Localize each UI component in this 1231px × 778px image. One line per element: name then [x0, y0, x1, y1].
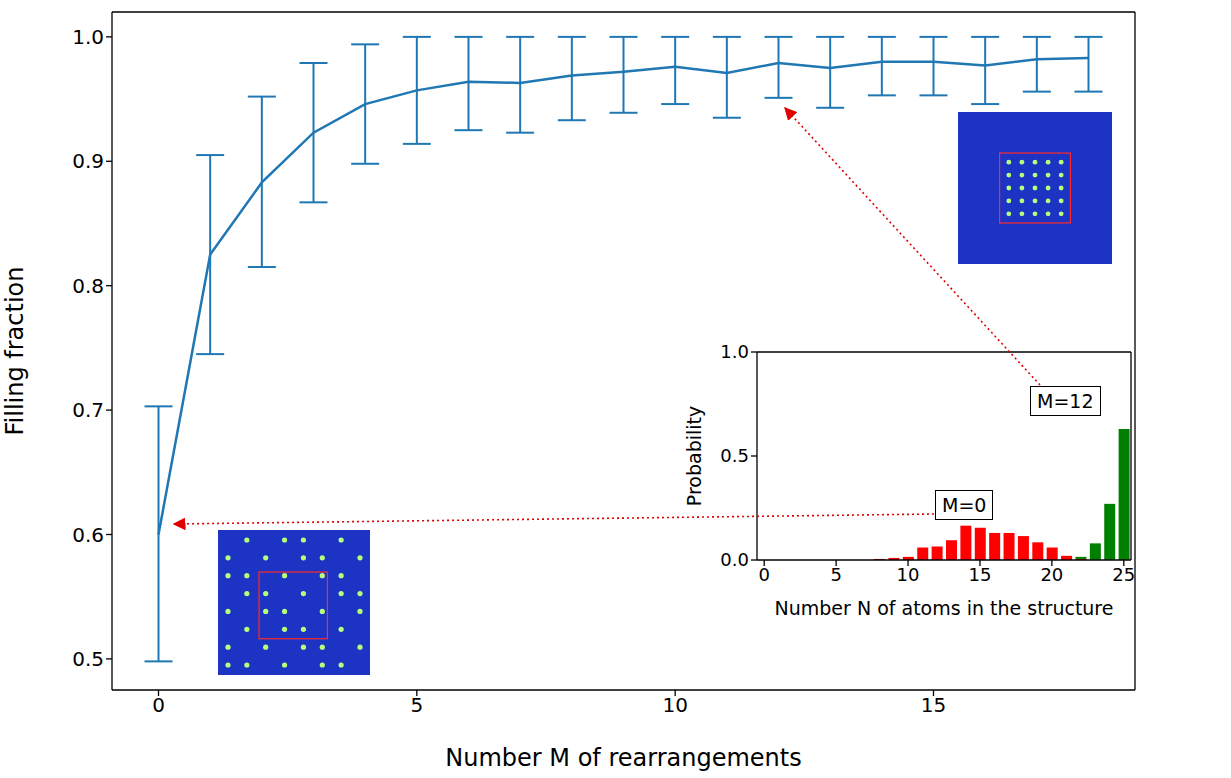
html-text:M=0: M=0 [942, 494, 987, 516]
svg-text:0.7: 0.7 [72, 398, 104, 422]
svg-text:0.9: 0.9 [72, 149, 104, 173]
svg-text:0.0: 0.0 [720, 549, 749, 570]
svg-text:15: 15 [969, 564, 992, 585]
svg-text:0.6: 0.6 [72, 523, 104, 547]
svg-text:0.5: 0.5 [720, 445, 749, 466]
svg-text:1.0: 1.0 [72, 25, 104, 49]
svg-text:5: 5 [410, 693, 423, 717]
svg-text:0: 0 [758, 564, 769, 585]
svg-text:25: 25 [1112, 564, 1135, 585]
svg-text:1.0: 1.0 [720, 341, 749, 362]
svg-text:Filling fraction: Filling fraction [1, 267, 29, 436]
svg-text:20: 20 [1040, 564, 1063, 585]
svg-text:10: 10 [897, 564, 920, 585]
svg-text:15: 15 [921, 693, 946, 717]
svg-text:0: 0 [152, 693, 165, 717]
svg-text:Probability: Probability [683, 406, 705, 506]
svg-text:10: 10 [662, 693, 687, 717]
svg-text:0.5: 0.5 [72, 647, 104, 671]
svg-text:Number M of rearrangements: Number M of rearrangements [445, 744, 801, 772]
svg-text:5: 5 [830, 564, 841, 585]
svg-text:Number N of atoms in the struc: Number N of atoms in the structure [775, 597, 1114, 619]
html-text:M=12: M=12 [1037, 390, 1094, 412]
svg-text:0.8: 0.8 [72, 274, 104, 298]
